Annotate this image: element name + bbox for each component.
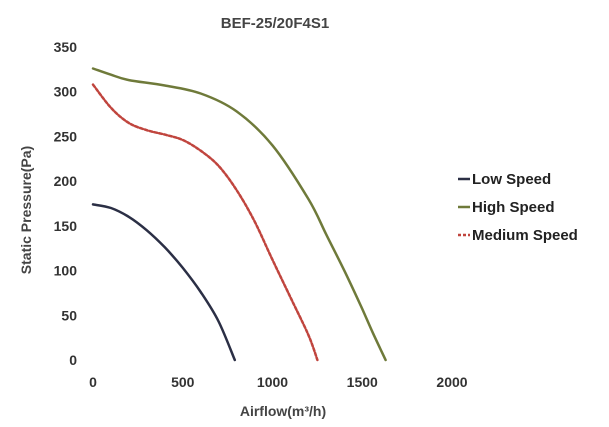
y-axis-label: Static Pressure(Pa): [18, 146, 34, 274]
y-tick-label: 250: [54, 128, 78, 144]
y-axis-ticks: 0 50 100 150 200 250 300 350: [54, 39, 78, 368]
x-tick-label: 500: [171, 374, 195, 390]
series-line-low-speed: [91, 203, 237, 362]
legend: Low Speed High Speed Medium Speed: [458, 171, 578, 244]
y-tick-label: 100: [54, 263, 78, 279]
legend-label: Low Speed: [472, 171, 551, 188]
x-tick-label: 0: [89, 374, 97, 390]
chart-title: BEF-25/20F4S1: [221, 15, 329, 32]
legend-label: High Speed: [472, 199, 555, 216]
x-tick-label: 2000: [436, 374, 467, 390]
y-tick-label: 350: [54, 39, 78, 55]
legend-label: Medium Speed: [472, 227, 578, 244]
y-tick-label: 150: [54, 218, 78, 234]
y-tick-label: 300: [54, 84, 78, 100]
y-tick-label: 50: [61, 307, 77, 323]
x-tick-label: 1000: [257, 374, 288, 390]
series-line-high-speed: [91, 67, 387, 362]
y-tick-label: 200: [54, 173, 78, 189]
x-axis-label: Airflow(m³/h): [240, 403, 326, 419]
x-axis-ticks: 0 500 1000 1500 2000: [89, 374, 468, 390]
y-tick-label: 0: [69, 352, 77, 368]
series-line-medium-speed: [91, 83, 319, 362]
x-tick-label: 1500: [347, 374, 378, 390]
plot-series: [91, 67, 387, 362]
